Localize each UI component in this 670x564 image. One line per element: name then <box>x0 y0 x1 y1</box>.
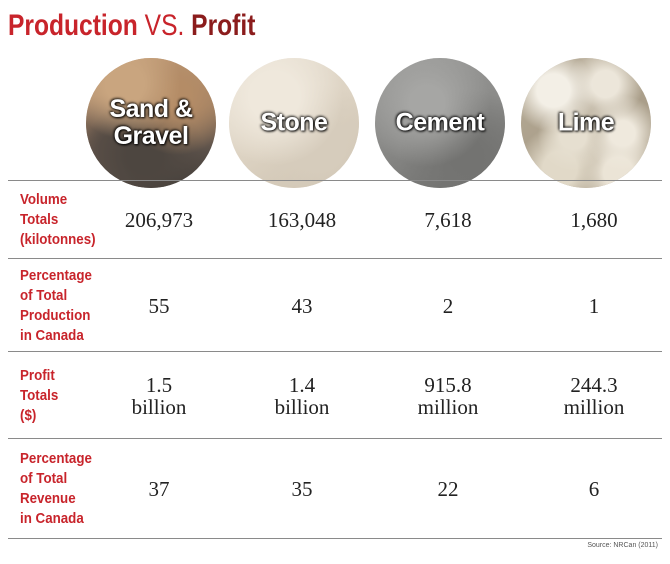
cell-value: 22 <box>437 477 459 501</box>
cell-production-cement: 2 <box>383 259 513 352</box>
cell-value: 55 <box>148 293 170 318</box>
row-header-production-percentage: Percentage of Total Production in Canada <box>20 259 112 352</box>
material-lime: Lime <box>521 58 651 188</box>
material-cement: Cement <box>375 58 505 188</box>
cell-profit-sand-gravel: 1.5 billion <box>94 352 224 439</box>
cell-value: 7,618 <box>424 208 472 232</box>
title-production: Production <box>8 9 138 42</box>
row-header-line: of Total <box>20 471 68 487</box>
cell-profit-stone: 1.4 billion <box>237 352 367 439</box>
table-bottom-rule <box>8 538 662 539</box>
row-header-line: Totals <box>20 212 59 228</box>
cell-unit: billion <box>274 394 330 419</box>
cell-revenue-sand-gravel: 37 <box>94 439 224 539</box>
row-production-percentage: Percentage of Total Production in Canada… <box>8 258 662 352</box>
cell-unit: million <box>563 394 625 419</box>
cell-value: 163,048 <box>267 208 337 232</box>
page-title: Production VS. Profit <box>8 6 255 46</box>
row-header-line: Percentage <box>20 267 92 284</box>
material-label: Lime <box>557 108 615 137</box>
cell-production-sand-gravel: 55 <box>94 259 224 352</box>
cell-unit: million <box>417 394 479 419</box>
row-header-line: Production <box>20 307 91 324</box>
cell-production-lime: 1 <box>529 259 659 352</box>
cell-revenue-lime: 6 <box>529 439 659 539</box>
row-header-line: Profit <box>20 367 55 384</box>
cell-value: 6 <box>588 477 600 501</box>
material-stone: Stone <box>229 58 359 188</box>
cell-value: 43 <box>291 293 313 318</box>
row-volume: Volume Totals (kilotonnes) 206,973 163,0… <box>8 180 662 259</box>
cell-value: 1.4 <box>288 372 316 397</box>
cell-profit-lime: 244.3 million <box>529 352 659 439</box>
row-header-revenue-percentage: Percentage of Total Revenue in Canada <box>20 439 112 539</box>
row-header-line: Percentage <box>20 451 92 467</box>
row-header-line: of Total <box>20 287 68 304</box>
cell-value: 1,680 <box>570 208 618 232</box>
cell-volume-sand-gravel: 206,973 <box>94 181 224 259</box>
row-header-line: Revenue <box>20 491 76 507</box>
material-images: Sand & Gravel Stone Cement Lime <box>86 58 670 188</box>
stone-image <box>229 58 359 188</box>
cell-value: 37 <box>148 477 170 501</box>
material-label: Sand & Gravel <box>109 95 193 150</box>
cell-revenue-stone: 35 <box>237 439 367 539</box>
title-vs: VS. <box>144 9 185 42</box>
row-header-line: Volume <box>20 192 68 208</box>
cell-unit: billion <box>131 394 187 419</box>
cell-volume-lime: 1,680 <box>529 181 659 259</box>
cell-volume-cement: 7,618 <box>383 181 513 259</box>
cell-value: 2 <box>442 293 454 318</box>
cell-volume-stone: 163,048 <box>237 181 367 259</box>
cell-profit-cement: 915.8 million <box>383 352 513 439</box>
material-label: Stone <box>260 108 328 137</box>
lime-image <box>521 58 651 188</box>
cell-value: 206,973 <box>124 208 194 232</box>
cell-production-stone: 43 <box>237 259 367 352</box>
source-note: Source: NRCan (2011) <box>587 542 658 549</box>
cell-value: 1 <box>588 293 600 318</box>
row-header-line: Totals <box>20 387 59 404</box>
row-profit: Profit Totals ($) 1.5 billion 1.4 billio… <box>8 351 662 439</box>
cement-image <box>375 58 505 188</box>
material-sand-gravel: Sand & Gravel <box>86 58 216 188</box>
title-profit: Profit <box>191 9 256 42</box>
row-revenue-percentage: Percentage of Total Revenue in Canada 37… <box>8 438 662 539</box>
cell-revenue-cement: 22 <box>383 439 513 539</box>
cell-value: 1.5 <box>145 372 173 397</box>
sand-gravel-image <box>86 58 216 188</box>
row-header-line: in Canada <box>20 327 84 344</box>
row-header-line: ($) <box>20 407 37 424</box>
row-header-volume: Volume Totals (kilotonnes) <box>20 181 112 259</box>
cell-value: 35 <box>291 477 313 501</box>
material-label: Cement <box>395 108 485 137</box>
row-header-profit: Profit Totals ($) <box>20 352 112 439</box>
row-header-line: in Canada <box>20 511 84 527</box>
cell-value: 244.3 <box>570 372 618 397</box>
cell-value: 915.8 <box>424 372 472 397</box>
row-header-line: (kilotonnes) <box>20 232 96 248</box>
